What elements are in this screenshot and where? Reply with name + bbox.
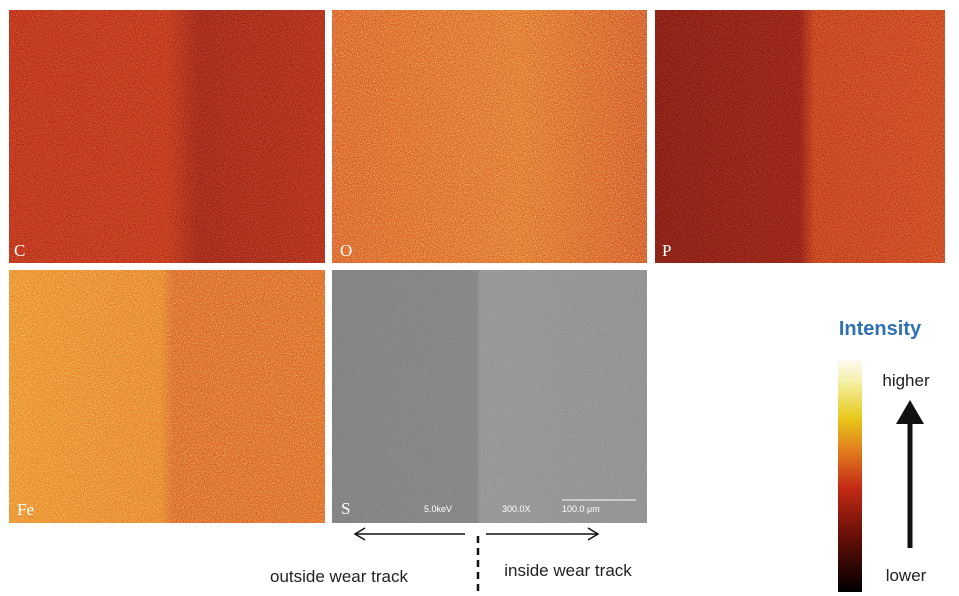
panel-c: C bbox=[9, 10, 325, 263]
panel-p: P bbox=[655, 10, 945, 263]
colorbar-title: Intensity bbox=[839, 318, 922, 340]
caption-inside: inside wear track bbox=[504, 561, 632, 580]
figure: C O P Fe S 5.0keV 300.0X 100.0 μm outsid… bbox=[0, 0, 959, 596]
sem-voltage: 5.0keV bbox=[424, 504, 452, 514]
sem-magnification: 300.0X bbox=[502, 504, 531, 514]
colorbar-low: lower bbox=[886, 566, 927, 585]
panel-label: O bbox=[340, 241, 352, 260]
colorbar-high: higher bbox=[882, 371, 930, 390]
caption-outside: outside wear track bbox=[270, 567, 408, 586]
panel-label: C bbox=[14, 241, 25, 260]
panel-label: Fe bbox=[17, 500, 34, 519]
panel-s: S 5.0keV 300.0X 100.0 μm bbox=[332, 270, 647, 523]
sem-scale: 100.0 μm bbox=[562, 504, 600, 514]
panel-label: P bbox=[662, 241, 671, 260]
panel-label: S bbox=[341, 499, 350, 518]
panel-fe: Fe bbox=[9, 270, 325, 523]
colorbar: Intensity higher lower bbox=[838, 318, 930, 592]
panel-o: O bbox=[332, 10, 647, 263]
page: {"panels": [{"label": "C"}, {"label": "O… bbox=[0, 0, 959, 596]
